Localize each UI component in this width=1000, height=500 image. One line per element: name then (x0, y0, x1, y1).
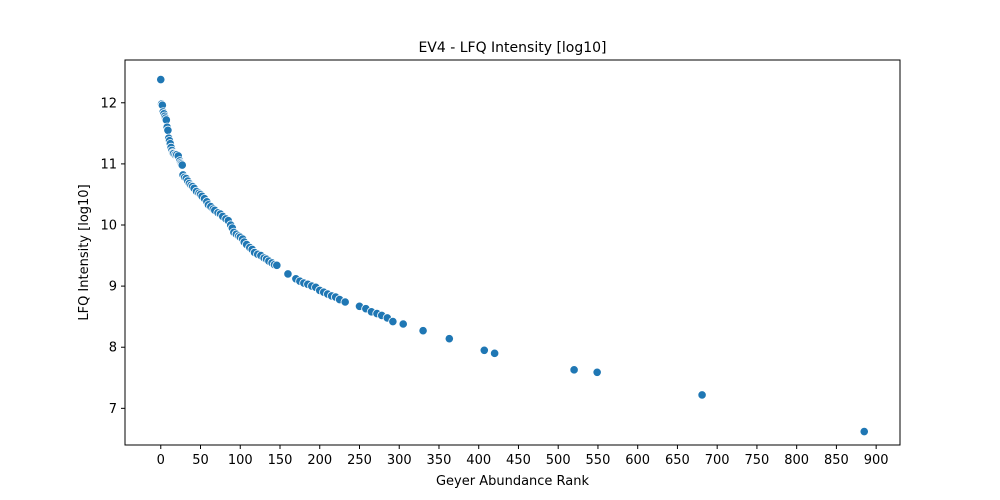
x-tick-label: 450 (506, 453, 531, 468)
x-tick-label: 50 (192, 453, 209, 468)
x-tick-label: 400 (466, 453, 491, 468)
data-points (156, 74, 869, 437)
y-tick-label: 8 (109, 341, 117, 356)
y-tick-label: 12 (100, 96, 117, 111)
data-point (859, 426, 869, 437)
x-tick-label: 800 (784, 453, 809, 468)
y-tick-label: 10 (100, 219, 117, 234)
data-point (156, 74, 166, 85)
data-point (388, 316, 398, 327)
x-tick-label: 650 (665, 453, 690, 468)
data-point (569, 365, 579, 375)
y-axis-label: LFQ Intensity [log10] (77, 184, 92, 320)
x-tick-label: 0 (157, 453, 165, 468)
data-point (283, 269, 293, 279)
x-axis: 0 50 100 150 200 250 300 350 400 450 500 550 600 650 7… (157, 445, 889, 468)
x-tick-label: 850 (824, 453, 849, 468)
plot-area-frame (124, 59, 901, 446)
data-point (479, 345, 489, 355)
x-tick-label: 150 (268, 453, 293, 468)
data-point (398, 319, 408, 329)
x-tick-label: 500 (546, 453, 571, 468)
x-tick-label: 350 (427, 453, 452, 468)
data-point (592, 367, 602, 377)
x-axis-label: Geyer Abundance Rank (436, 474, 590, 489)
data-point (444, 334, 454, 344)
x-tick-label: 750 (745, 453, 770, 468)
y-tick-label: 11 (100, 157, 117, 172)
data-point (490, 348, 500, 358)
x-tick-label: 200 (307, 453, 332, 468)
data-point (697, 390, 707, 400)
chart-title: EV4 - LFQ Intensity [log10] (418, 40, 606, 56)
data-point (163, 125, 173, 135)
data-point (418, 326, 428, 336)
data-point (340, 297, 350, 307)
data-point (177, 160, 187, 170)
x-tick-label: 250 (347, 453, 372, 468)
x-tick-label: 900 (864, 453, 889, 468)
data-point (272, 260, 282, 270)
y-axis: 7 8 9 10 11 12 (100, 96, 125, 417)
x-tick-label: 550 (586, 453, 611, 468)
y-tick-label: 9 (109, 280, 117, 295)
y-tick-label: 7 (109, 402, 117, 417)
x-tick-label: 100 (228, 453, 253, 468)
x-tick-label: 600 (625, 453, 650, 468)
x-tick-label: 300 (387, 453, 412, 468)
x-tick-label: 700 (705, 453, 730, 468)
